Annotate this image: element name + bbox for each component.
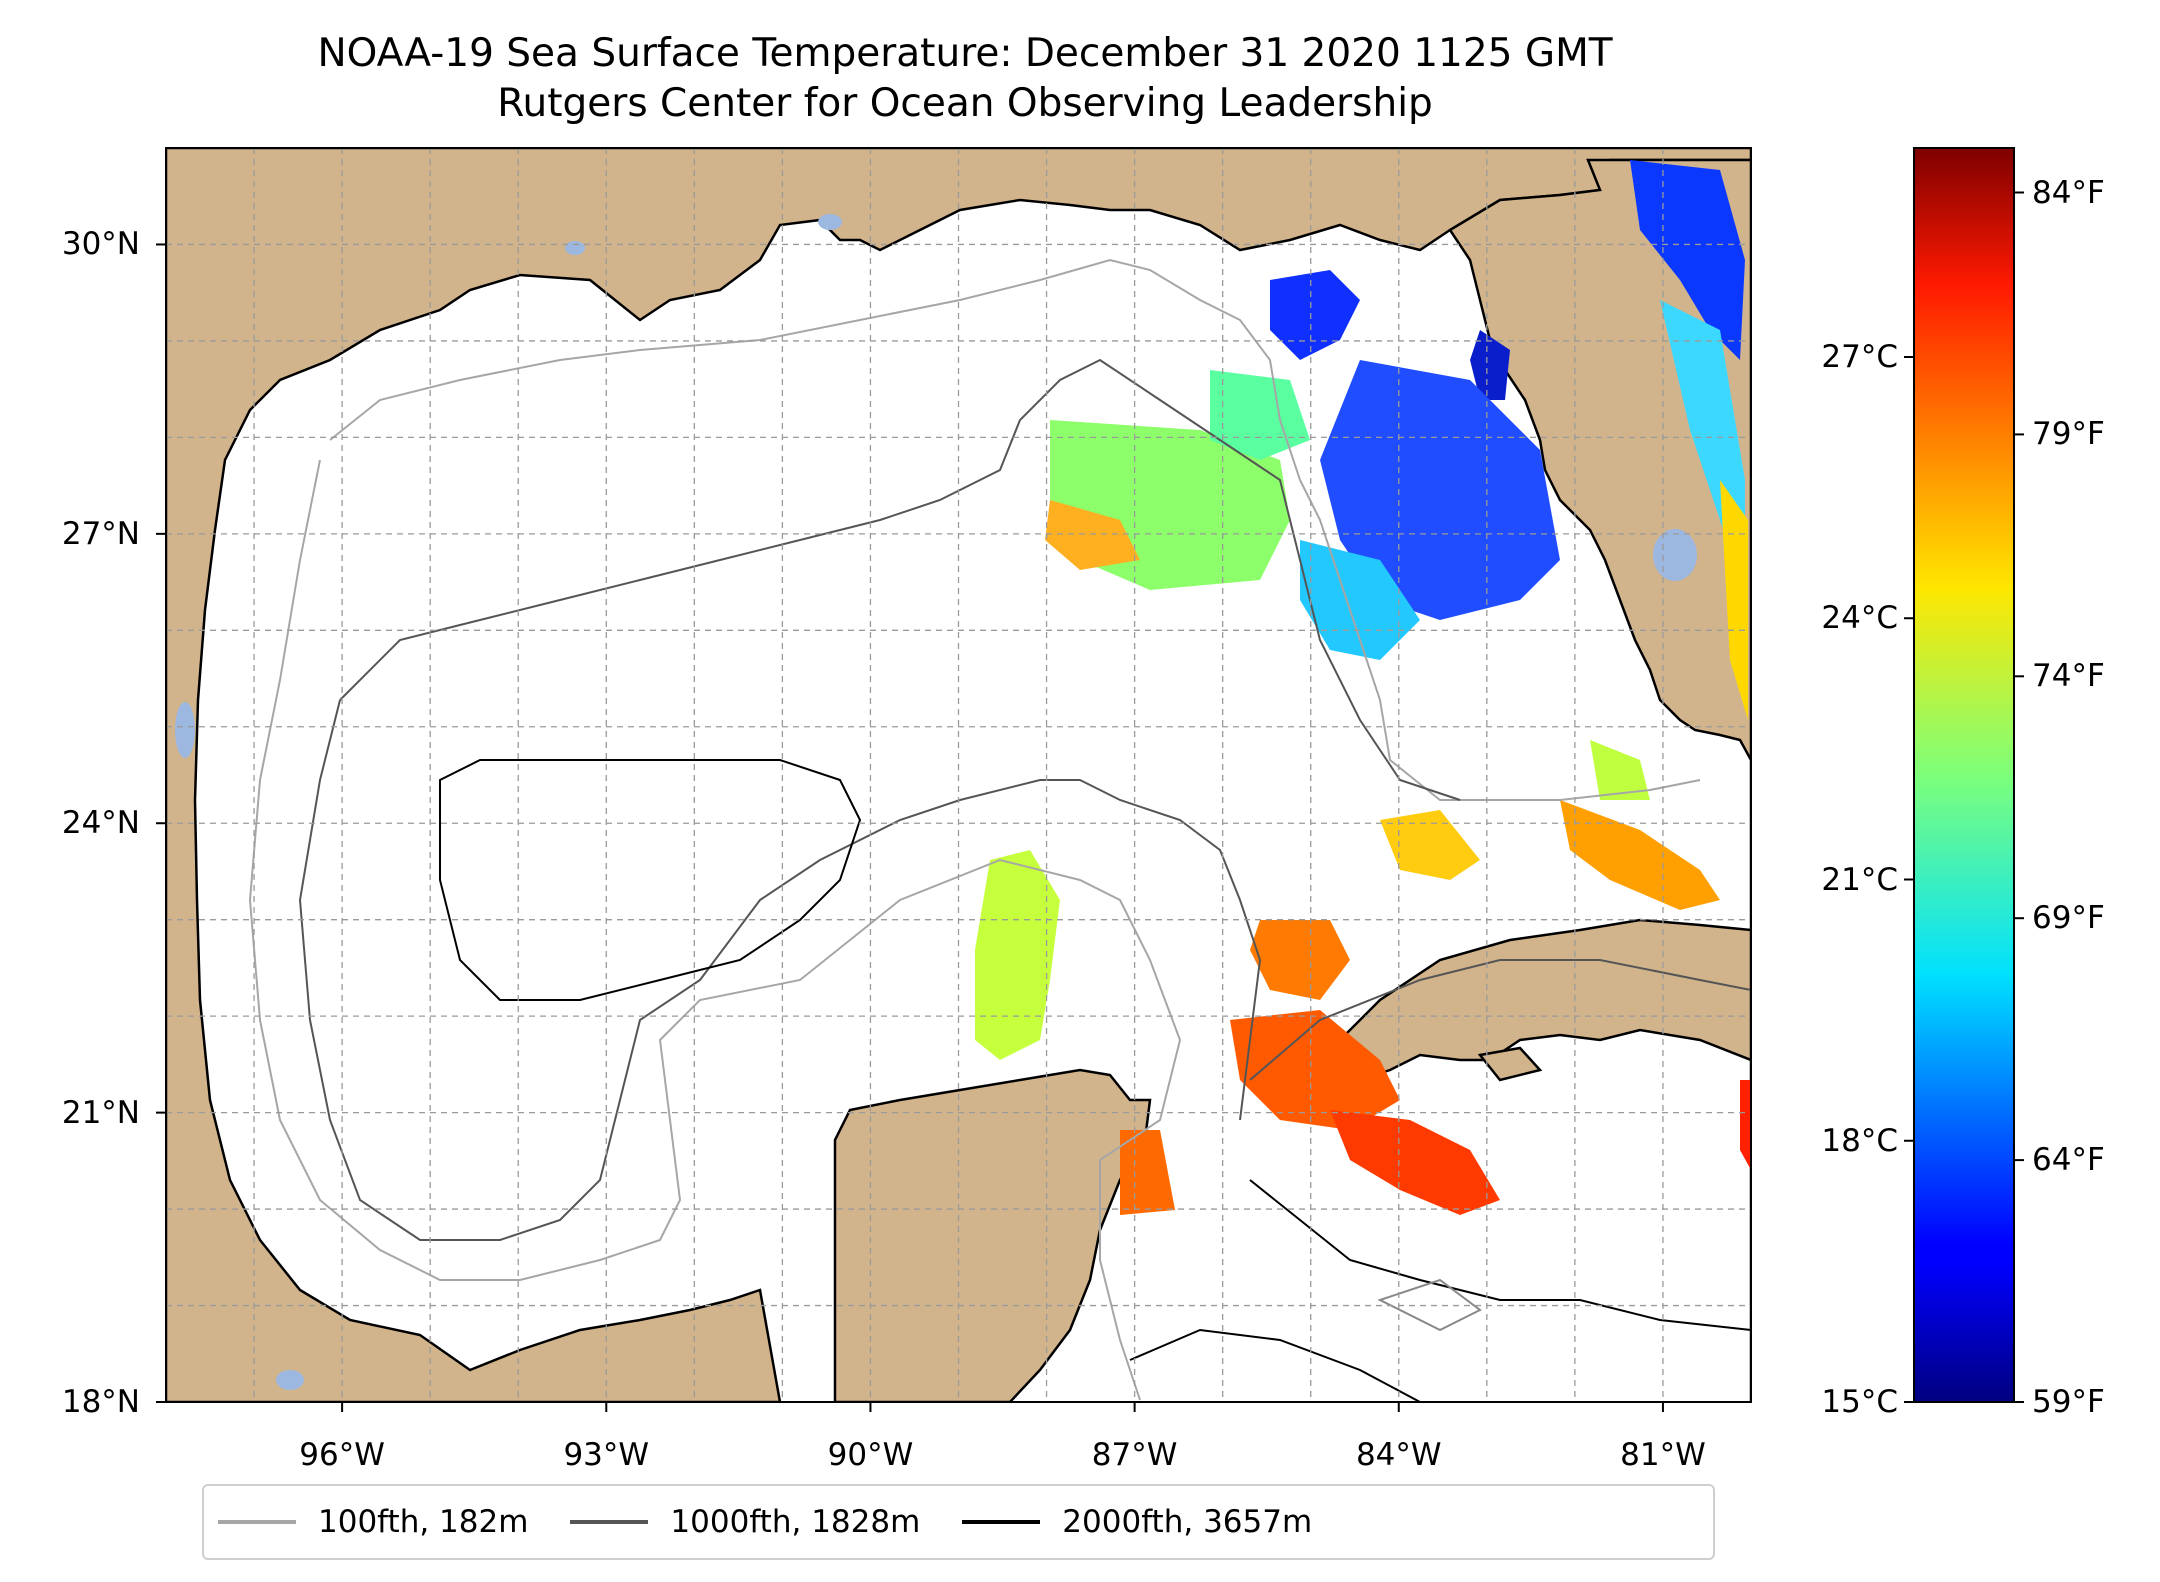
isobaths (248, 258, 1751, 1402)
legend-label: 1000fth, 1828m (670, 1504, 921, 1540)
lakes (175, 214, 1697, 1390)
lat-tick-label: 27°N (61, 515, 140, 552)
gridlines (166, 148, 1751, 1402)
colorbar-ticks (1904, 191, 2024, 1403)
map-ticks (156, 243, 1664, 1412)
lat-tick-label: 21°N (61, 1094, 140, 1131)
celsius-label: 18°C (1821, 1122, 1898, 1159)
lat-tick-label: 18°N (61, 1384, 140, 1420)
legend-line-swatch (570, 1520, 649, 1524)
fahrenheit-label: 84°F (2032, 174, 2105, 211)
legend-line-swatch (962, 1520, 1041, 1524)
lon-tick-label: 81°W (1620, 1437, 1706, 1473)
sst-patches (975, 160, 1751, 1215)
legend-line-swatch (218, 1520, 296, 1524)
legend-item: 2000fth, 3657m (962, 1504, 1312, 1540)
legend-label: 2000fth, 3657m (1062, 1504, 1313, 1540)
celsius-label: 24°C (1821, 600, 1898, 637)
lat-tick-label: 24°N (61, 805, 140, 842)
celsius-label: 27°C (1821, 339, 1898, 375)
lon-tick-label: 87°W (1091, 1437, 1178, 1473)
celsius-label: 15°C (1821, 1384, 1898, 1420)
fahrenheit-label: 69°F (2032, 900, 2105, 937)
fahrenheit-label: 59°F (2032, 1384, 2105, 1420)
celsius-label: 21°C (1821, 861, 1898, 898)
map-frame (165, 147, 1752, 1403)
fahrenheit-label: 79°F (2032, 416, 2105, 453)
legend-label: 100fth, 182m (318, 1504, 529, 1540)
legend-item: 1000fth, 1828m (570, 1504, 920, 1540)
lon-tick-label: 84°W (1355, 1437, 1442, 1473)
land (166, 148, 1751, 1402)
map-subtitle: Rutgers Center for Ocean Observing Leade… (497, 81, 1433, 126)
colorbar (1913, 147, 2015, 1403)
fahrenheit-label: 64°F (2032, 1142, 2105, 1179)
legend-item: 100fth, 182m (218, 1504, 528, 1540)
map-title: NOAA-19 Sea Surface Temperature: Decembe… (317, 31, 1613, 76)
lat-tick-label: 30°N (61, 226, 140, 263)
lon-tick-label: 90°W (827, 1437, 914, 1473)
isobath-legend: 100fth, 182m 1000fth, 1828m 2000fth, 3657m (202, 1484, 1715, 1560)
lon-tick-label: 96°W (299, 1437, 385, 1473)
fahrenheit-label: 74°F (2032, 658, 2105, 695)
lon-tick-label: 93°W (563, 1437, 650, 1473)
